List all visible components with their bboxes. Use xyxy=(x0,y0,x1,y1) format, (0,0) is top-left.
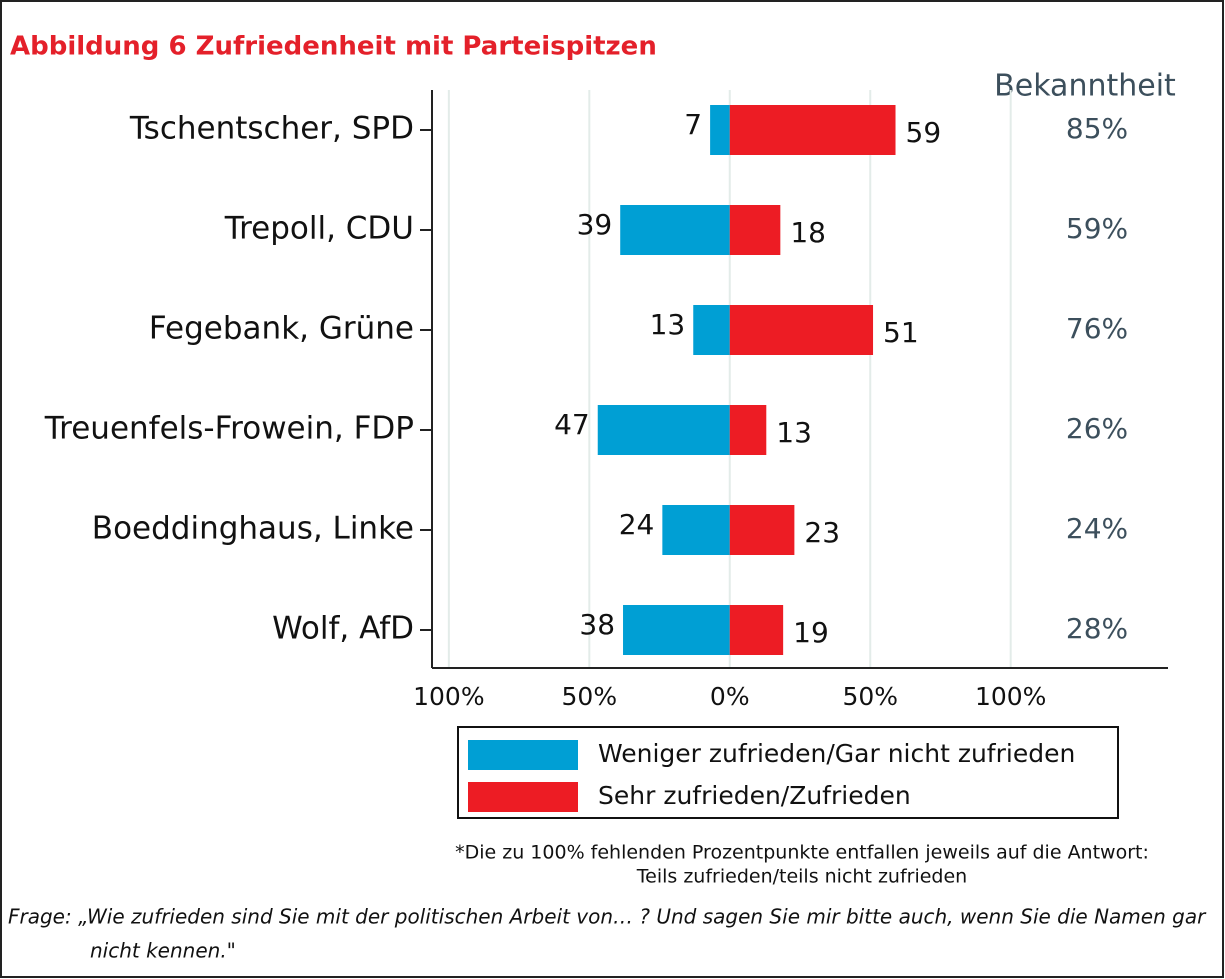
column-value: 24% xyxy=(1066,512,1128,545)
x-tick-label: 100% xyxy=(975,682,1046,711)
data-label: 39 xyxy=(577,208,613,241)
bar xyxy=(710,105,730,155)
bar xyxy=(729,605,784,655)
y-tick-label: Treuenfels-Frowein, FDP xyxy=(44,411,414,447)
legend-swatch xyxy=(468,740,578,770)
question: Frage: „Wie zufrieden sind Sie mit der p… xyxy=(8,905,1207,929)
y-tick-label: Wolf, AfD xyxy=(272,611,414,647)
column-value: 59% xyxy=(1066,212,1128,245)
data-label: 47 xyxy=(554,408,590,441)
bar xyxy=(729,405,767,455)
data-label: 38 xyxy=(579,608,615,641)
data-label: 59 xyxy=(906,116,942,149)
x-tick-label: 50% xyxy=(562,682,618,711)
column-value: 85% xyxy=(1066,112,1128,145)
legend-label: Sehr zufrieden/Zufrieden xyxy=(598,781,911,810)
bar xyxy=(729,505,795,555)
y-tick-label: Boeddinghaus, Linke xyxy=(92,511,414,547)
footnote: *Die zu 100% fehlenden Prozentpunkte ent… xyxy=(455,842,1149,864)
bar xyxy=(662,505,730,555)
bar xyxy=(693,305,730,355)
data-label: 23 xyxy=(804,516,840,549)
bar xyxy=(597,405,730,455)
legend-label: Weniger zufrieden/Gar nicht zufrieden xyxy=(598,739,1075,768)
x-tick-label: 100% xyxy=(413,682,484,711)
chart-title: Abbildung 6 Zufriedenheit mit Parteispit… xyxy=(10,32,657,62)
legend-swatch xyxy=(468,782,578,812)
bar xyxy=(729,105,896,155)
column-value: 26% xyxy=(1066,412,1128,445)
bar xyxy=(729,305,874,355)
x-tick-label: 50% xyxy=(842,682,898,711)
x-tick-label: 0% xyxy=(710,682,750,711)
footnote: Teils zufrieden/teils nicht zufrieden xyxy=(636,866,967,888)
column-header: Bekanntheit xyxy=(994,69,1176,104)
data-label: 13 xyxy=(650,308,686,341)
data-label: 19 xyxy=(793,616,829,649)
bar xyxy=(623,605,730,655)
legend-box xyxy=(457,726,1119,819)
bar xyxy=(729,205,781,255)
data-label: 24 xyxy=(619,508,655,541)
y-tick-label: Trepoll, CDU xyxy=(224,211,414,247)
y-tick-label: Fegebank, Grüne xyxy=(149,311,414,347)
data-label: 13 xyxy=(776,416,812,449)
data-label: 18 xyxy=(790,216,826,249)
y-tick-label: Tschentscher, SPD xyxy=(129,111,414,147)
column-value: 28% xyxy=(1066,612,1128,645)
bar xyxy=(620,205,730,255)
column-value: 76% xyxy=(1066,312,1128,345)
question: nicht kennen." xyxy=(90,939,236,963)
data-label: 51 xyxy=(883,316,919,349)
data-label: 7 xyxy=(684,108,702,141)
